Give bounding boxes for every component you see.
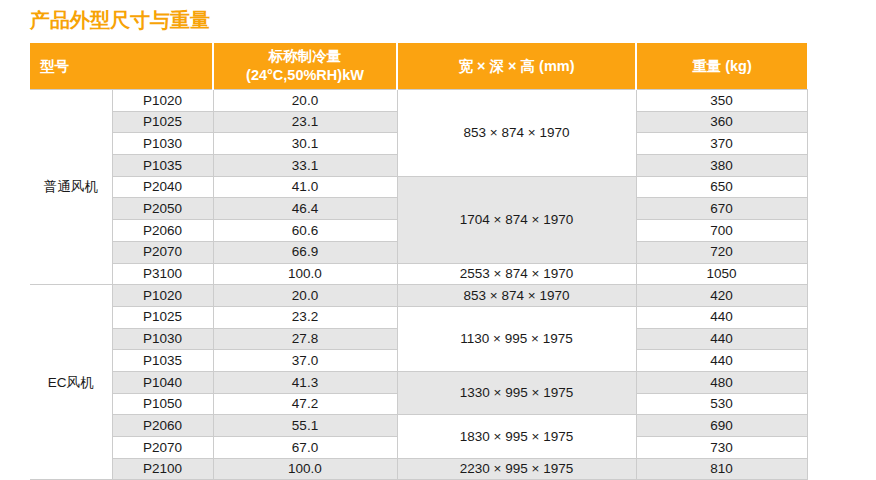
page-title: 产品外型尺寸与重量 [30,8,876,32]
weight-cell: 370 [636,133,807,155]
header-model: 型号 [30,43,213,90]
cooling-cell: 41.3 [213,371,397,393]
weight-cell: 700 [636,220,807,242]
weight-cell: 350 [636,90,807,112]
weight-cell: 530 [636,393,807,415]
spec-table: 型号 标称制冷量 (24°C,50%RH)kW 宽 × 深 × 高 (mm) 重… [30,43,808,480]
dims-cell: 2553 × 874 × 1970 [397,263,636,285]
cooling-cell: 33.1 [213,155,397,177]
weight-cell: 730 [636,437,807,459]
cooling-cell: 55.1 [213,415,397,437]
table-row: 普通风机 P1020 20.0 853 × 874 × 1970 350 [30,90,807,112]
header-cooling-line1: 标称制冷量 [214,47,396,66]
cooling-cell: 66.9 [213,241,397,263]
dims-cell: 1704 × 874 × 1970 [397,176,636,263]
model-cell: P1035 [112,155,213,177]
cooling-cell: 20.0 [213,90,397,112]
cooling-cell: 46.4 [213,198,397,220]
cooling-cell: 41.0 [213,176,397,198]
header-row: 型号 标称制冷量 (24°C,50%RH)kW 宽 × 深 × 高 (mm) 重… [30,43,807,90]
weight-cell: 360 [636,111,807,133]
weight-cell: 670 [636,198,807,220]
weight-cell: 690 [636,415,807,437]
model-cell: P1020 [112,285,213,307]
table-row: P3100 100.0 2553 × 874 × 1970 1050 [30,263,807,285]
table-row: P2060 55.1 1830 × 995 × 1975 690 [30,415,807,437]
model-cell: P1050 [112,393,213,415]
cooling-cell: 47.2 [213,393,397,415]
weight-cell: 650 [636,176,807,198]
weight-cell: 380 [636,155,807,177]
group-cell: 普通风机 [30,90,112,285]
model-cell: P3100 [112,263,213,285]
page: 产品外型尺寸与重量 型号 标称制冷量 (24°C,50%RH)kW 宽 × 深 … [0,8,876,480]
group-cell: EC风机 [30,285,112,480]
weight-cell: 480 [636,371,807,393]
cooling-cell: 60.6 [213,220,397,242]
dims-cell: 2230 × 995 × 1975 [397,458,636,480]
model-cell: P1020 [112,90,213,112]
model-cell: P1030 [112,328,213,350]
cooling-cell: 23.2 [213,306,397,328]
model-cell: P2050 [112,198,213,220]
model-cell: P1040 [112,371,213,393]
weight-cell: 720 [636,241,807,263]
weight-cell: 440 [636,328,807,350]
cooling-cell: 100.0 [213,263,397,285]
table-row: P2100 100.0 2230 × 995 × 1975 810 [30,458,807,480]
header-dimensions: 宽 × 深 × 高 (mm) [397,43,636,90]
dims-cell: 1330 × 995 × 1975 [397,371,636,414]
weight-cell: 440 [636,306,807,328]
model-cell: P2070 [112,437,213,459]
cooling-cell: 27.8 [213,328,397,350]
model-cell: P1025 [112,111,213,133]
weight-cell: 420 [636,285,807,307]
table-row: P1025 23.2 1130 × 995 × 1975 440 [30,306,807,328]
model-cell: P1025 [112,306,213,328]
model-cell: P2070 [112,241,213,263]
weight-cell: 810 [636,458,807,480]
table-row: P1040 41.3 1330 × 995 × 1975 480 [30,371,807,393]
model-cell: P2060 [112,220,213,242]
dims-cell: 853 × 874 × 1970 [397,285,636,307]
cooling-cell: 23.1 [213,111,397,133]
cooling-cell: 30.1 [213,133,397,155]
cooling-cell: 20.0 [213,285,397,307]
weight-cell: 440 [636,350,807,372]
model-cell: P2100 [112,458,213,480]
model-cell: P2060 [112,415,213,437]
table-row: EC风机 P1020 20.0 853 × 874 × 1970 420 [30,285,807,307]
cooling-cell: 67.0 [213,437,397,459]
cooling-cell: 100.0 [213,458,397,480]
model-cell: P1030 [112,133,213,155]
dims-cell: 1130 × 995 × 1975 [397,306,636,371]
cooling-cell: 37.0 [213,350,397,372]
header-cooling: 标称制冷量 (24°C,50%RH)kW [213,43,397,90]
model-cell: P2040 [112,176,213,198]
weight-cell: 1050 [636,263,807,285]
header-cooling-line2: (24°C,50%RH)kW [214,66,396,85]
header-weight: 重量 (kg) [636,43,807,90]
table-row: P2040 41.0 1704 × 874 × 1970 650 [30,176,807,198]
dims-cell: 853 × 874 × 1970 [397,90,636,177]
model-cell: P1035 [112,350,213,372]
dims-cell: 1830 × 995 × 1975 [397,415,636,458]
